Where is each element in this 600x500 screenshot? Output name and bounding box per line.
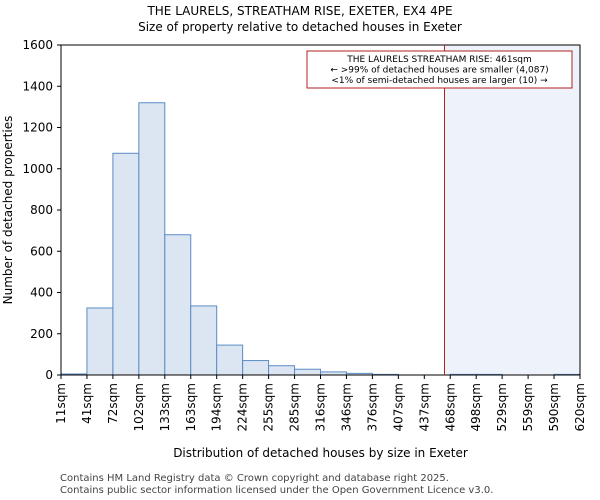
annotation-line-1: THE LAURELS STREATHAM RISE: 461sqm xyxy=(346,55,532,65)
bar-255sqm xyxy=(268,365,296,376)
x-tick-label-437sqm: 437sqm xyxy=(417,383,431,431)
x-tick-label-255sqm: 255sqm xyxy=(262,383,276,431)
bar-224sqm xyxy=(242,360,270,376)
y-axis-label: Number of detached properties xyxy=(1,116,15,305)
y-tick-label-800: 800 xyxy=(30,203,53,217)
chart-subtitle: Size of property relative to detached ho… xyxy=(138,20,462,34)
x-tick-label-498sqm: 498sqm xyxy=(469,383,483,431)
x-tick-label-224sqm: 224sqm xyxy=(236,383,250,431)
x-tick-label-468sqm: 468sqm xyxy=(443,383,457,431)
y-tick-label-400: 400 xyxy=(30,286,53,300)
x-tick-label-285sqm: 285sqm xyxy=(288,383,302,431)
annotation-box xyxy=(306,50,573,89)
y-tick-label-600: 600 xyxy=(30,244,53,258)
footer-line-1: Contains HM Land Registry data © Crown c… xyxy=(60,473,449,484)
x-tick-label-163sqm: 163sqm xyxy=(184,383,198,431)
x-axis-label: Distribution of detached houses by size … xyxy=(173,446,468,460)
y-tick-label-1000: 1000 xyxy=(22,162,53,176)
highlight-region xyxy=(444,45,580,375)
y-tick-label-1600: 1600 xyxy=(22,38,53,52)
bar-41sqm xyxy=(86,307,114,376)
x-tick-label-529sqm: 529sqm xyxy=(495,383,509,431)
chart-title: THE LAURELS, STREATHAM RISE, EXETER, EX4… xyxy=(146,4,452,18)
x-tick-label-41sqm: 41sqm xyxy=(80,383,94,424)
y-axis: 0 200 400 600 800 1000 1200 1400 1600 xyxy=(22,38,61,382)
x-axis: 11sqm 41sqm 72sqm 102sqm 133sqm 163sqm 194sqm 2… xyxy=(54,375,587,431)
x-tick-label-590sqm: 590sqm xyxy=(547,383,561,431)
y-tick-label-0: 0 xyxy=(45,368,53,382)
x-tick-label-407sqm: 407sqm xyxy=(391,383,405,431)
x-tick-label-376sqm: 376sqm xyxy=(365,383,379,431)
x-tick-label-346sqm: 346sqm xyxy=(339,383,353,431)
bars-group xyxy=(60,102,581,376)
x-tick-label-133sqm: 133sqm xyxy=(158,383,172,431)
x-tick-label-559sqm: 559sqm xyxy=(521,383,535,431)
bar-194sqm xyxy=(216,344,244,376)
footer-line-2: Contains public sector information licen… xyxy=(60,485,494,496)
x-tick-label-11sqm: 11sqm xyxy=(54,383,68,424)
bar-163sqm xyxy=(190,305,218,376)
plot-frame xyxy=(60,44,581,376)
x-tick-label-102sqm: 102sqm xyxy=(132,383,146,431)
y-tick-label-1400: 1400 xyxy=(22,79,53,93)
bar-102sqm xyxy=(138,102,166,376)
x-tick-label-194sqm: 194sqm xyxy=(210,383,224,431)
y-tick-label-1200: 1200 xyxy=(22,121,53,135)
annotation-line-2: ← >99% of detached houses are smaller (4… xyxy=(330,66,548,76)
annotation-line-3: <1% of semi-detached houses are larger (… xyxy=(331,76,548,86)
x-tick-label-316sqm: 316sqm xyxy=(314,383,328,431)
bar-72sqm xyxy=(112,152,140,376)
x-tick-label-72sqm: 72sqm xyxy=(106,383,120,424)
bar-133sqm xyxy=(164,234,192,376)
y-tick-label-200: 200 xyxy=(30,327,53,341)
x-tick-label-620sqm: 620sqm xyxy=(573,383,587,431)
bar-285sqm xyxy=(294,368,321,376)
